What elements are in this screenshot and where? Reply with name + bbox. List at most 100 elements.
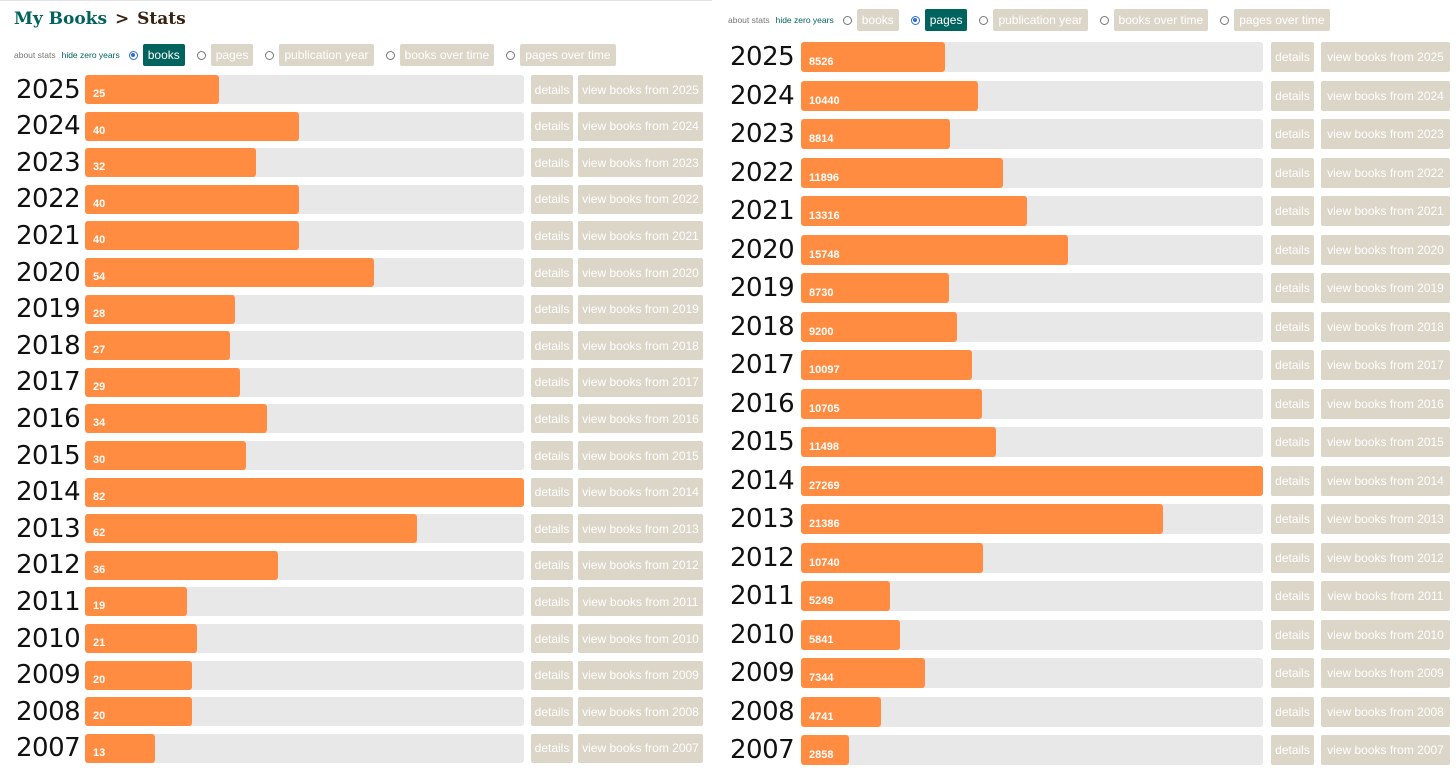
details-button[interactable]: details — [531, 624, 573, 653]
option-books[interactable]: books — [856, 9, 899, 31]
details-button[interactable]: details — [1271, 196, 1314, 226]
view-books-button[interactable]: view books from 2023 — [1321, 119, 1450, 149]
details-button[interactable]: details — [1271, 735, 1314, 765]
view-books-button[interactable]: view books from 2023 — [578, 148, 703, 178]
view-books-button[interactable]: view books from 2016 — [1321, 388, 1450, 419]
view-books-button[interactable]: view books from 2011 — [1321, 581, 1450, 611]
view-books-button[interactable]: view books from 2015 — [1321, 427, 1450, 457]
view-books-button[interactable]: view books from 2021 — [578, 221, 703, 251]
details-button[interactable]: details — [531, 514, 573, 544]
view-books-button[interactable]: view books from 2014 — [1321, 465, 1450, 496]
hide-zero-years-link[interactable]: hide zero years — [775, 15, 834, 25]
view-books-button[interactable]: view books from 2015 — [578, 441, 703, 470]
radio-pages-over-time[interactable] — [506, 50, 516, 60]
details-button[interactable]: details — [1271, 658, 1314, 688]
details-button[interactable]: details — [1271, 42, 1314, 72]
option-publication-year[interactable]: publication year — [279, 44, 374, 66]
radio-pages-over-time[interactable] — [1220, 15, 1230, 25]
view-books-button[interactable]: view books from 2022 — [578, 184, 703, 214]
option-pages-over-time[interactable]: pages over time — [520, 44, 616, 66]
view-books-button[interactable]: view books from 2022 — [1321, 157, 1450, 188]
view-books-button[interactable]: view books from 2012 — [1321, 542, 1450, 573]
details-button[interactable]: details — [1271, 504, 1314, 534]
radio-publication-year[interactable] — [265, 50, 275, 60]
option-pages[interactable]: pages — [924, 9, 968, 31]
view-books-button[interactable]: view books from 2025 — [1321, 42, 1450, 72]
details-button[interactable]: details — [1271, 311, 1314, 342]
radio-books[interactable] — [128, 50, 138, 60]
details-button[interactable]: details — [531, 477, 573, 507]
view-books-button[interactable]: view books from 2024 — [578, 111, 703, 141]
radio-pages[interactable] — [910, 15, 920, 25]
details-button[interactable]: details — [1271, 350, 1314, 380]
view-books-button[interactable]: view books from 2007 — [1321, 735, 1450, 765]
details-button[interactable]: details — [531, 75, 573, 104]
option-books-over-time[interactable]: books over time — [399, 44, 495, 66]
option-pages-over-time[interactable]: pages over time — [1234, 9, 1330, 31]
view-books-button[interactable]: view books from 2014 — [578, 477, 703, 507]
view-books-button[interactable]: view books from 2013 — [578, 514, 703, 544]
about-stats-link[interactable]: about stats — [14, 50, 56, 60]
view-books-button[interactable]: view books from 2025 — [578, 75, 703, 104]
details-button[interactable]: details — [1271, 273, 1314, 303]
my-books-link[interactable]: My Books — [14, 9, 108, 29]
radio-pages[interactable] — [196, 50, 206, 60]
details-button[interactable]: details — [1271, 388, 1314, 419]
details-button[interactable]: details — [531, 258, 573, 287]
view-books-button[interactable]: view books from 2021 — [1321, 196, 1450, 226]
details-button[interactable]: details — [531, 221, 573, 251]
hide-zero-years-link[interactable]: hide zero years — [61, 50, 120, 60]
view-books-button[interactable]: view books from 2011 — [578, 587, 703, 617]
details-button[interactable]: details — [531, 184, 573, 214]
details-button[interactable]: details — [1271, 465, 1314, 496]
view-books-button[interactable]: view books from 2019 — [578, 294, 703, 324]
view-books-button[interactable]: view books from 2009 — [578, 660, 703, 690]
details-button[interactable]: details — [531, 404, 573, 434]
view-books-button[interactable]: view books from 2016 — [578, 404, 703, 434]
details-button[interactable]: details — [1271, 119, 1314, 149]
view-books-button[interactable]: view books from 2010 — [578, 624, 703, 653]
view-books-button[interactable]: view books from 2020 — [578, 258, 703, 287]
details-button[interactable]: details — [531, 441, 573, 470]
radio-books-over-time[interactable] — [1099, 15, 1109, 25]
radio-books[interactable] — [842, 15, 852, 25]
option-books[interactable]: books — [142, 44, 185, 66]
details-button[interactable]: details — [531, 148, 573, 178]
details-button[interactable]: details — [1271, 581, 1314, 611]
details-button[interactable]: details — [1271, 542, 1314, 573]
view-books-button[interactable]: view books from 2020 — [1321, 234, 1450, 265]
option-books-over-time[interactable]: books over time — [1113, 9, 1209, 31]
view-books-button[interactable]: view books from 2017 — [578, 367, 703, 397]
view-books-button[interactable]: view books from 2010 — [1321, 619, 1450, 650]
details-button[interactable]: details — [531, 367, 573, 397]
details-button[interactable]: details — [1271, 427, 1314, 457]
details-button[interactable]: details — [531, 660, 573, 690]
details-button[interactable]: details — [531, 111, 573, 141]
radio-publication-year[interactable] — [979, 15, 989, 25]
details-button[interactable]: details — [1271, 696, 1314, 727]
view-books-button[interactable]: view books from 2018 — [578, 331, 703, 361]
view-books-button[interactable]: view books from 2008 — [578, 697, 703, 727]
view-books-button[interactable]: view books from 2013 — [1321, 504, 1450, 534]
details-button[interactable]: details — [531, 587, 573, 617]
details-button[interactable]: details — [531, 733, 573, 763]
details-button[interactable]: details — [1271, 619, 1314, 650]
details-button[interactable]: details — [1271, 234, 1314, 265]
details-button[interactable]: details — [531, 697, 573, 727]
option-publication-year[interactable]: publication year — [993, 9, 1088, 31]
details-button[interactable]: details — [531, 294, 573, 324]
radio-books-over-time[interactable] — [385, 50, 395, 60]
view-books-button[interactable]: view books from 2018 — [1321, 311, 1450, 342]
details-button[interactable]: details — [1271, 80, 1314, 111]
view-books-button[interactable]: view books from 2009 — [1321, 658, 1450, 688]
view-books-button[interactable]: view books from 2008 — [1321, 696, 1450, 727]
details-button[interactable]: details — [531, 550, 573, 580]
details-button[interactable]: details — [531, 331, 573, 361]
view-books-button[interactable]: view books from 2019 — [1321, 273, 1450, 303]
view-books-button[interactable]: view books from 2012 — [578, 550, 703, 580]
details-button[interactable]: details — [1271, 157, 1314, 188]
view-books-button[interactable]: view books from 2024 — [1321, 80, 1450, 111]
view-books-button[interactable]: view books from 2007 — [578, 733, 703, 763]
about-stats-link[interactable]: about stats — [728, 15, 770, 25]
option-pages[interactable]: pages — [210, 44, 254, 66]
